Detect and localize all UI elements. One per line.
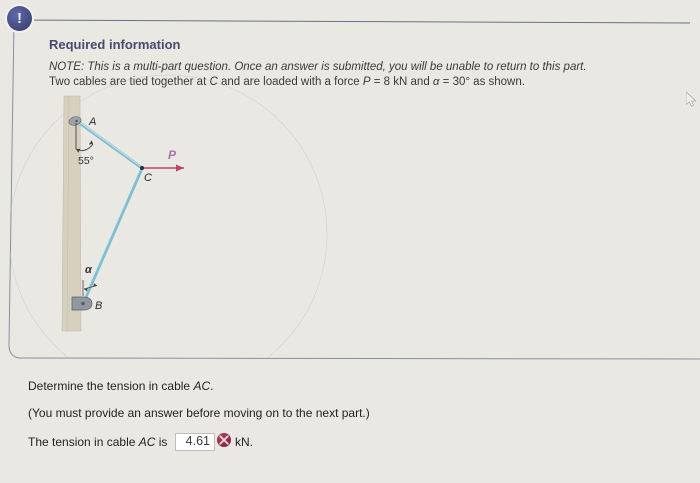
svg-text:C: C [144,172,152,184]
svg-text:A: A [88,116,96,128]
svg-text:55°: 55° [78,155,94,167]
svg-text:α: α [85,264,93,276]
svg-text:P: P [168,148,177,162]
svg-text:B: B [95,300,102,312]
